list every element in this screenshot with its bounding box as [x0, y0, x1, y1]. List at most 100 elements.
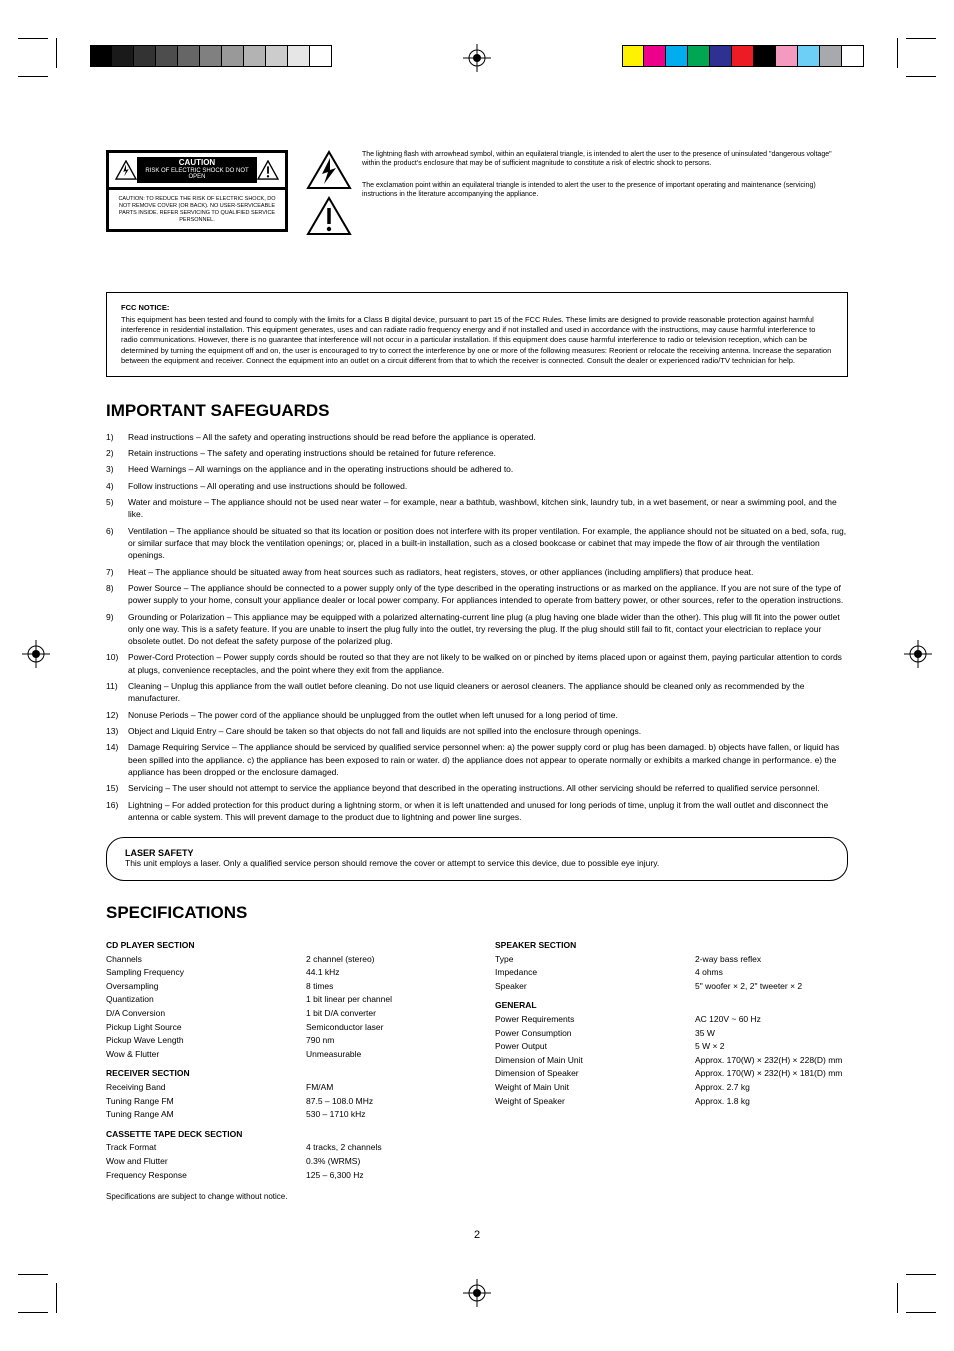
specs-row: D/A Conversion1 bit D/A converter [106, 1007, 459, 1021]
specs-row: Track Format4 tracks, 2 channels [106, 1141, 459, 1155]
specs-row: Type2-way bass reflex [495, 953, 848, 967]
list-item: Water and moisture – The appliance shoul… [106, 496, 848, 521]
specs-row: Receiving BandFM/AM [106, 1081, 459, 1095]
page-number: 2 [0, 1229, 954, 1241]
specs-key: Weight of Main Unit [495, 1081, 695, 1095]
list-item: Power Source – The appliance should be c… [106, 582, 848, 607]
specs-value: Semiconductor laser [306, 1021, 459, 1035]
swatch [112, 45, 134, 67]
content-area: CAUTION RISK OF ELECTRIC SHOCK DO NOT OP… [106, 150, 848, 1201]
crop-mark-bl [18, 1263, 68, 1313]
warning-icons-large [306, 150, 352, 242]
specs-value: FM/AM [306, 1081, 459, 1095]
specs-group-heading: SPEAKER SECTION [495, 939, 848, 953]
specs-row: Dimension of Main UnitApprox. 170(W) × 2… [495, 1054, 848, 1068]
specs-key: Frequency Response [106, 1169, 306, 1183]
list-item: Heed Warnings – All warnings on the appl… [106, 463, 848, 475]
specs-value: 1 bit D/A converter [306, 1007, 459, 1021]
specs-key: Track Format [106, 1141, 306, 1155]
specs-row: Weight of Main UnitApprox. 2.7 kg [495, 1081, 848, 1095]
list-item: Object and Liquid Entry – Care should be… [106, 725, 848, 737]
specs-value: 44.1 kHz [306, 966, 459, 980]
swatch [732, 45, 754, 67]
lightning-bolt-icon [115, 160, 137, 180]
specs-key: Pickup Wave Length [106, 1034, 306, 1048]
list-item: Ventilation – The appliance should be si… [106, 525, 848, 562]
specs-key: Power Output [495, 1040, 695, 1054]
specs-group-heading: RECEIVER SECTION [106, 1067, 459, 1081]
crop-mark-tl [18, 38, 68, 88]
specs-key: Impedance [495, 966, 695, 980]
grayscale-swatch-bar [90, 45, 332, 67]
specs-row: Impedance4 ohms [495, 966, 848, 980]
specs-key: Power Consumption [495, 1027, 695, 1041]
specs-value: Unmeasurable [306, 1048, 459, 1062]
specs-value: Approx. 170(W) × 232(H) × 181(D) mm [695, 1067, 848, 1081]
swatch [288, 45, 310, 67]
specs-key: Tuning Range FM [106, 1095, 306, 1109]
safeguards-list: Read instructions – All the safety and o… [106, 431, 848, 823]
caution-box: CAUTION RISK OF ELECTRIC SHOCK DO NOT OP… [106, 150, 288, 232]
specs-note: Specifications are subject to change wit… [106, 1192, 848, 1201]
specs-row: Sampling Frequency44.1 kHz [106, 966, 459, 980]
specs-value: 87.5 – 108.0 MHz [306, 1095, 459, 1109]
specs-row: Speaker5" woofer × 2, 2" tweeter × 2 [495, 980, 848, 994]
specs-group-heading: GENERAL [495, 999, 848, 1013]
exclamation-description: The exclamation point within an equilate… [362, 181, 848, 200]
specs-value: AC 120V ~ 60 Hz [695, 1013, 848, 1027]
specs-key: Wow & Flutter [106, 1048, 306, 1062]
laser-safety-box: LASER SAFETY This unit employs a laser. … [106, 837, 848, 881]
specs-value: 530 – 1710 kHz [306, 1108, 459, 1122]
specs-row: Pickup Light SourceSemiconductor laser [106, 1021, 459, 1035]
list-item: Power-Cord Protection – Power supply cor… [106, 651, 848, 676]
registration-mark-top [463, 44, 491, 72]
specs-right-column: SPEAKER SECTIONType2-way bass reflexImpe… [495, 933, 848, 1182]
list-item: Follow instructions – All operating and … [106, 480, 848, 492]
page: CAUTION RISK OF ELECTRIC SHOCK DO NOT OP… [0, 0, 954, 1351]
specs-group-heading: CASSETTE TAPE DECK SECTION [106, 1128, 459, 1142]
swatch [842, 45, 864, 67]
safeguards-title: IMPORTANT SAFEGUARDS [106, 401, 848, 421]
specs-value: 0.3% (WRMS) [306, 1155, 459, 1169]
list-item: Cleaning – Unplug this appliance from th… [106, 680, 848, 705]
laser-body: This unit employs a laser. Only a qualif… [125, 858, 829, 870]
swatch [666, 45, 688, 67]
caution-label-top: CAUTION [179, 158, 215, 167]
warning-icon-descriptions: The lightning flash with arrowhead symbo… [362, 150, 848, 212]
specs-row: Pickup Wave Length790 nm [106, 1034, 459, 1048]
specs-value: 790 nm [306, 1034, 459, 1048]
list-item: Nonuse Periods – The power cord of the a… [106, 709, 848, 721]
lightning-bolt-description: The lightning flash with arrowhead symbo… [362, 150, 848, 169]
specs-value: 4 ohms [695, 966, 848, 980]
list-item: Heat – The appliance should be situated … [106, 566, 848, 578]
laser-heading: LASER SAFETY [125, 848, 829, 858]
specs-row: Frequency Response125 – 6,300 Hz [106, 1169, 459, 1183]
swatch [754, 45, 776, 67]
swatch [644, 45, 666, 67]
specs-value: Approx. 1.8 kg [695, 1095, 848, 1109]
caution-body: CAUTION: TO REDUCE THE RISK OF ELECTRIC … [109, 190, 285, 230]
swatch [134, 45, 156, 67]
swatch [266, 45, 288, 67]
specs-key: Channels [106, 953, 306, 967]
registration-mark-right [904, 640, 932, 668]
specs-key: Sampling Frequency [106, 966, 306, 980]
exclamation-icon [306, 196, 352, 236]
list-item: Servicing – The user should not attempt … [106, 782, 848, 794]
swatch [622, 45, 644, 67]
specs-row: Channels2 channel (stereo) [106, 953, 459, 967]
exclamation-icon [257, 160, 279, 180]
lightning-bolt-icon [306, 150, 352, 190]
swatch [688, 45, 710, 67]
specs-key: Quantization [106, 993, 306, 1007]
list-item: Damage Requiring Service – The appliance… [106, 741, 848, 778]
specs-row: Tuning Range AM530 – 1710 kHz [106, 1108, 459, 1122]
list-item: Read instructions – All the safety and o… [106, 431, 848, 443]
specs-value: 2 channel (stereo) [306, 953, 459, 967]
specs-key: Dimension of Speaker [495, 1067, 695, 1081]
specs-value: 5" woofer × 2, 2" tweeter × 2 [695, 980, 848, 994]
specs-columns: CD PLAYER SECTIONChannels2 channel (ster… [106, 933, 848, 1182]
specs-title: SPECIFICATIONS [106, 903, 848, 923]
caution-label: CAUTION RISK OF ELECTRIC SHOCK DO NOT OP… [137, 157, 257, 183]
swatch [244, 45, 266, 67]
